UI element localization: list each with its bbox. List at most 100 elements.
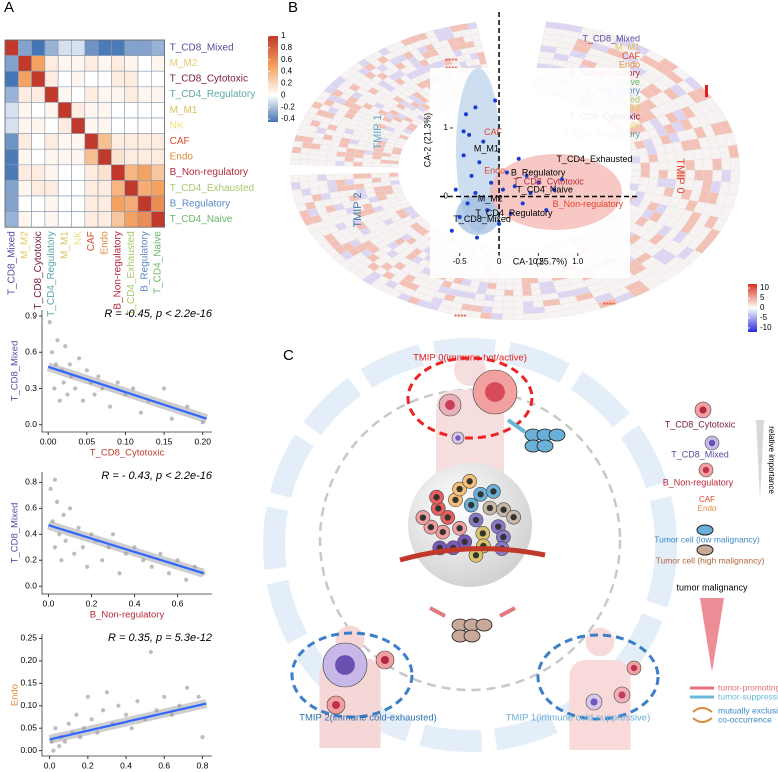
cell-nucleus [699, 406, 707, 414]
point [461, 153, 466, 158]
legend-text: Tumor cell (high malignancy) [656, 555, 765, 565]
ring-cell [712, 169, 723, 182]
heatmap-cell [57, 55, 72, 72]
ring-cell [513, 277, 523, 285]
row-label: T_CD4_Regulatory [170, 89, 256, 100]
ring-cell [522, 301, 534, 309]
person-head [585, 627, 615, 657]
heatmap-cell [111, 102, 126, 119]
y-tick-label: 0.05 [20, 722, 37, 732]
heatmap-cell [97, 164, 112, 181]
cell-nucleus [485, 382, 505, 402]
ring-cell [658, 169, 669, 179]
row-label: T_CD8_Mixed [170, 42, 234, 53]
heatmap-cell [137, 148, 152, 166]
heatmap-cell [84, 55, 99, 72]
heatmap-cell [57, 70, 72, 88]
point [129, 726, 134, 731]
point [516, 156, 521, 161]
heatmap-cell [151, 55, 165, 72]
ring-cell [479, 312, 493, 320]
tumor-cell [463, 629, 481, 643]
cell-nucleus [500, 533, 507, 541]
column-label: NK [73, 231, 84, 245]
heatmap-cell [97, 148, 112, 166]
heatmap-cell [31, 39, 46, 56]
colorbar-label: -10 [760, 323, 772, 332]
point [508, 211, 513, 216]
tmip-region [456, 68, 500, 232]
heatmap-cell [44, 148, 59, 166]
heatmap-cell [137, 70, 152, 88]
ring-cell [343, 161, 354, 167]
legend-cell: T_CD8_Mixed [671, 449, 729, 459]
heatmap-cell [124, 70, 139, 88]
x-tick-label: 0.5 [533, 257, 545, 266]
heatmap-cell [84, 180, 99, 197]
point [63, 344, 68, 349]
heatmap-cell [71, 117, 86, 134]
colorbar-label: 0.8 [281, 43, 293, 52]
legend-cell: B_Non-regulatory [663, 477, 734, 487]
point [135, 699, 140, 704]
row-label: M_M1 [170, 105, 198, 116]
x-tick-label: 0.2 [82, 760, 94, 770]
heatmap-cell [124, 55, 139, 72]
ring-cell [491, 307, 504, 314]
cell-nucleus [439, 528, 446, 536]
heatmap-cell [17, 180, 32, 197]
ring-cell [496, 277, 506, 284]
heatmap-cell [44, 164, 59, 181]
y-tick-label: 0 [444, 192, 449, 201]
y-tick-label: 0.3 [25, 383, 37, 393]
heatmap-cell [97, 39, 112, 56]
heatmap-cell [71, 211, 86, 228]
category-label: B_Regulatory [511, 168, 566, 178]
heatmap-cell [4, 39, 19, 56]
heatmap-cell [111, 164, 126, 181]
heatmap-cell [31, 117, 46, 134]
point [473, 191, 478, 196]
ring-cell [290, 181, 302, 191]
point [453, 187, 458, 192]
cell-nucleus [490, 488, 497, 495]
heatmap-cell [84, 195, 99, 212]
cell-nucleus [500, 506, 507, 513]
point [57, 744, 62, 749]
point [61, 380, 66, 385]
ring-cell [379, 172, 390, 178]
heatmap-cell [44, 117, 59, 134]
category-label: M_M1 [474, 144, 499, 154]
y-tick-label: 0.0 [25, 580, 37, 590]
point [110, 532, 116, 537]
heatmap-cell [137, 55, 152, 72]
ring-cell [318, 149, 329, 156]
cell-nucleus [590, 698, 598, 706]
x-axis-label: T_CD8_Cytotoxic [90, 448, 165, 459]
ring-cell [544, 21, 566, 30]
ring-cell [513, 313, 525, 321]
heatmap-cell [17, 148, 32, 166]
heatmap-cell [84, 39, 99, 56]
heatmap-cell [31, 195, 46, 212]
row-label: Endo [170, 152, 194, 163]
point [512, 184, 517, 189]
column-label: B_Non-regulatory [113, 231, 124, 309]
ring-hot-cell [705, 85, 708, 97]
ring-cell [343, 173, 354, 180]
point [67, 362, 72, 367]
legend-text: co-occurrence [718, 714, 772, 724]
point [96, 374, 101, 379]
ring-cell [522, 289, 533, 297]
ring-cell [291, 189, 303, 198]
panel-label: C [283, 347, 294, 364]
ring-cell [513, 283, 523, 291]
heatmap-cell [124, 117, 139, 134]
ring-cell [335, 156, 346, 162]
heatmap-cell [151, 86, 165, 103]
x-tick-label: 0 [497, 257, 502, 266]
category-label: T_CD8_Cytotoxic [513, 176, 584, 186]
ring-cell [530, 282, 541, 290]
heatmap-cell [84, 102, 99, 119]
y-tick-label: 0.4 [25, 529, 37, 539]
